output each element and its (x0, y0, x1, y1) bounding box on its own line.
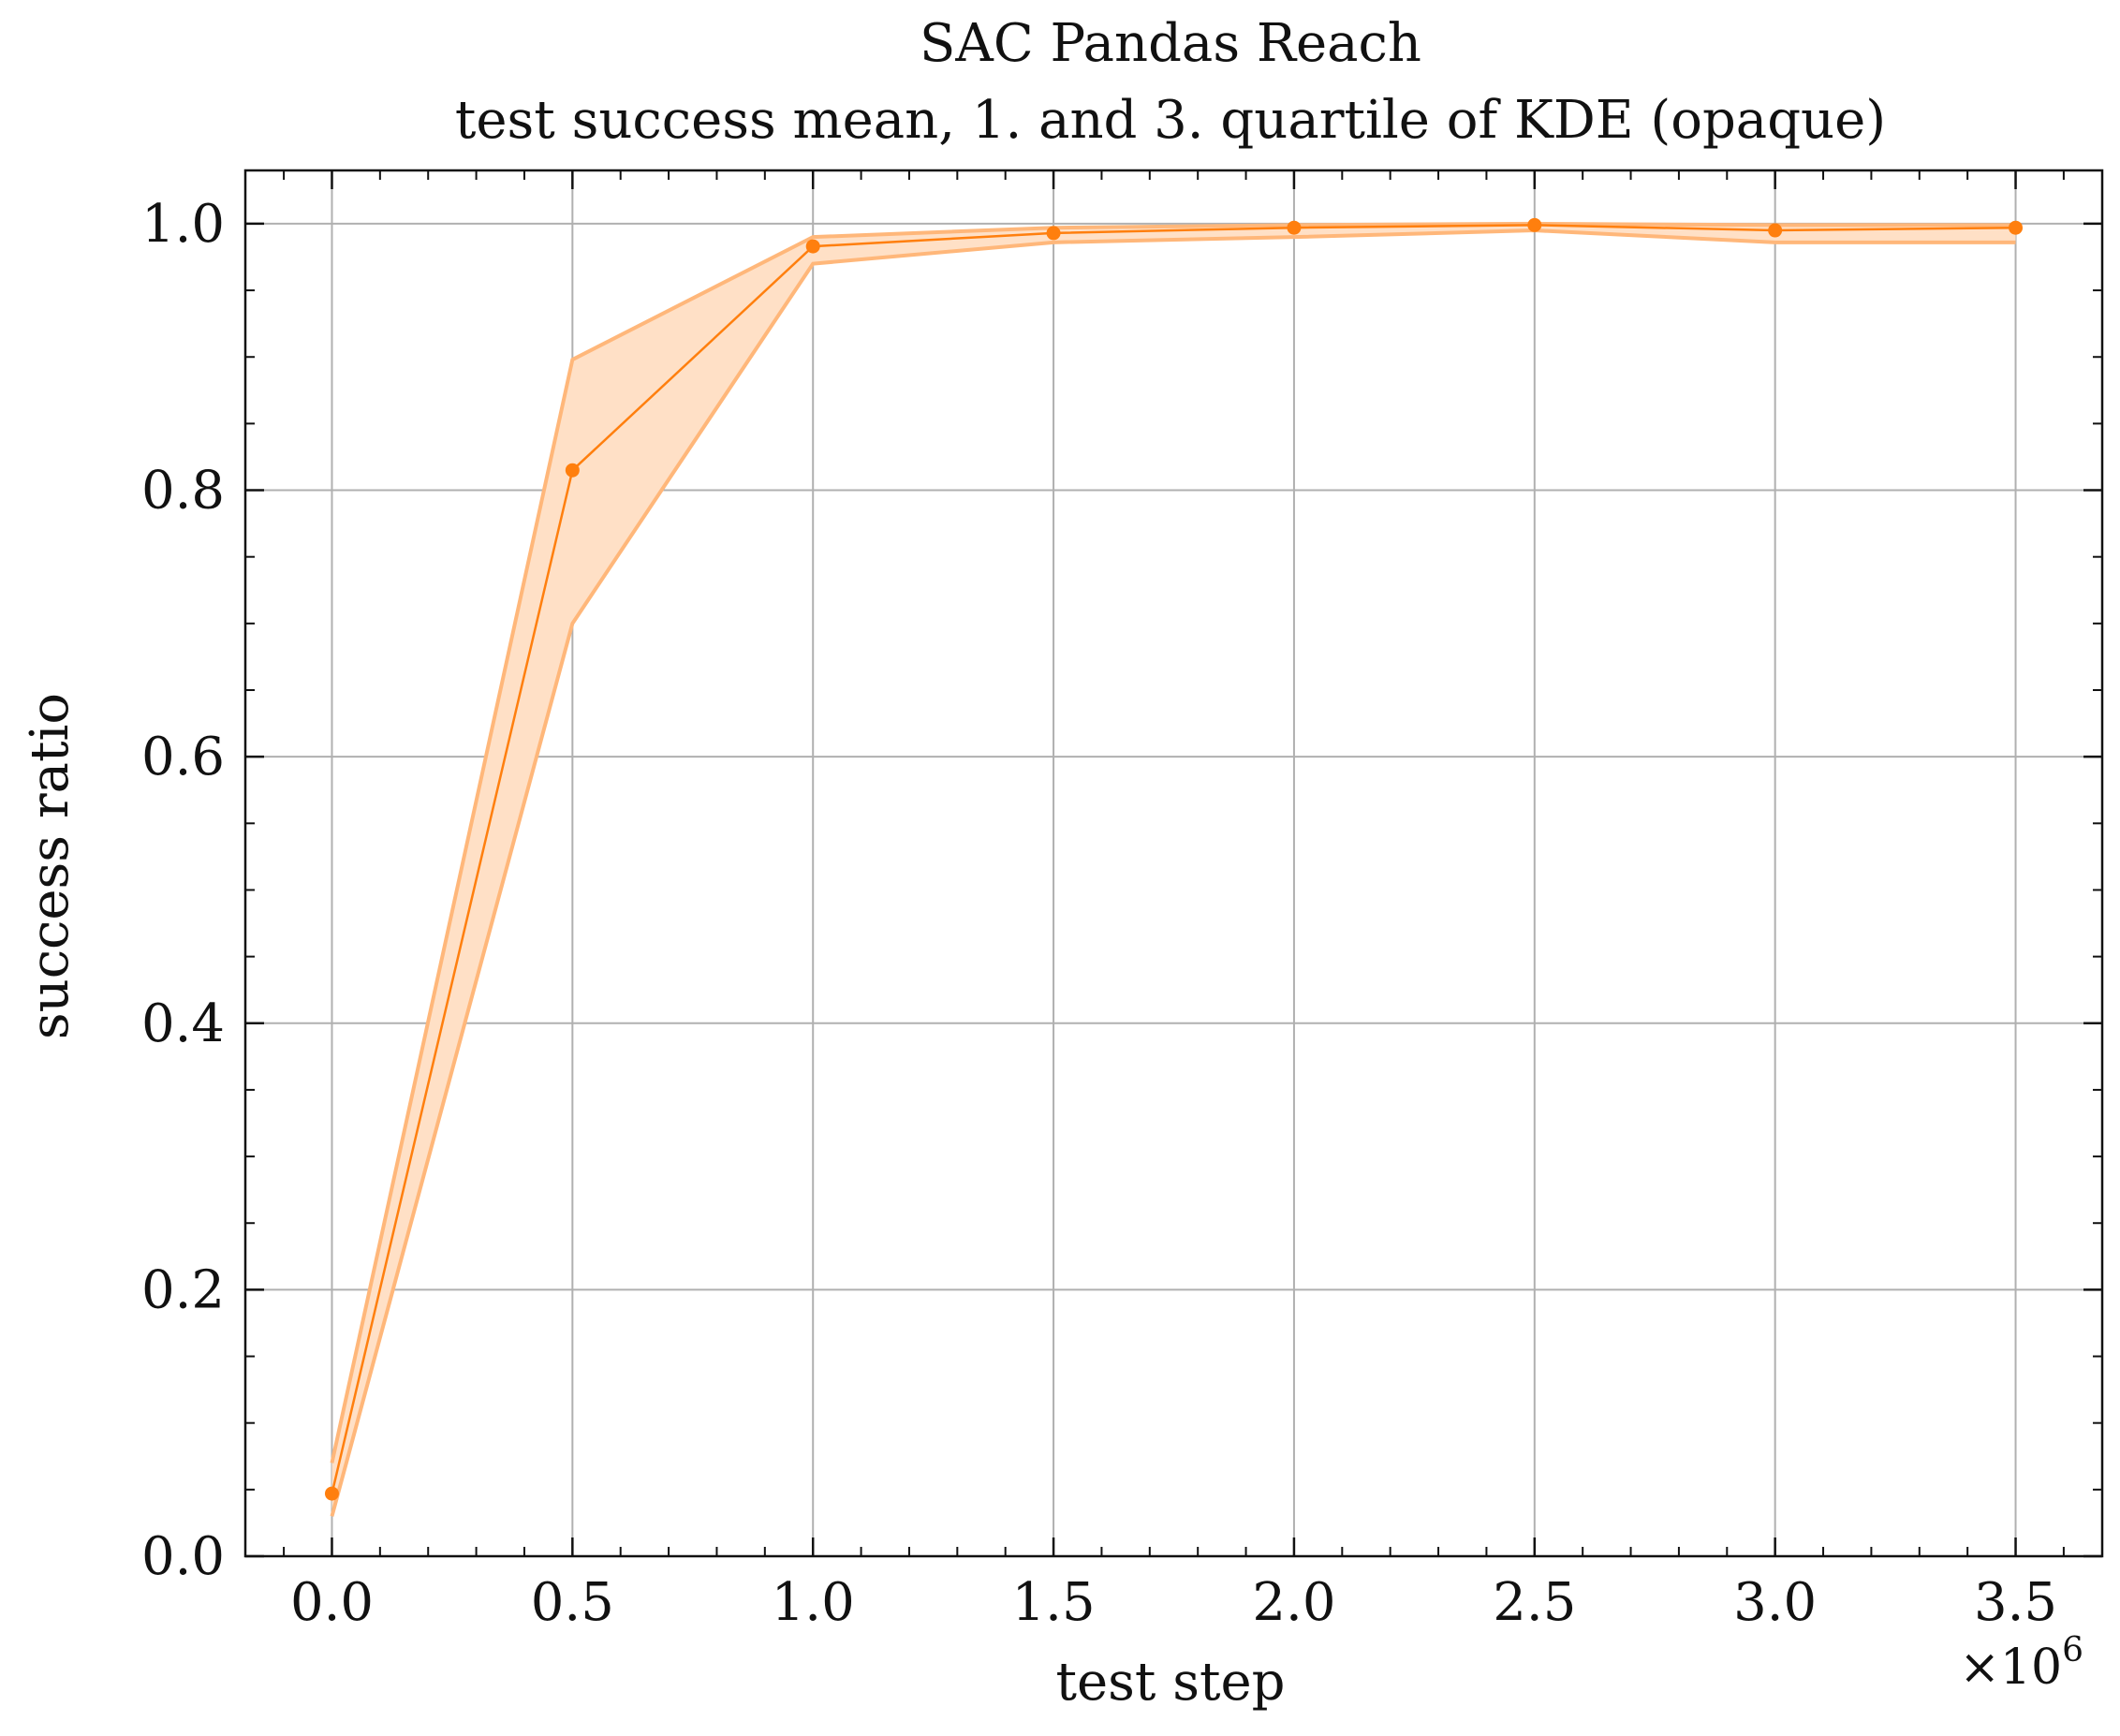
chart-title: SAC Pandas Reach (920, 13, 1421, 74)
mean-point-4 (1287, 220, 1302, 235)
mean-point-3 (1046, 226, 1061, 241)
y-tick-label-0: 0.0 (141, 1526, 225, 1587)
y-tick-label-3: 0.6 (141, 727, 225, 787)
quartile-band-area-0 (331, 223, 2016, 1517)
mean-point-0 (324, 1486, 339, 1501)
q3-edge-line-0 (330, 221, 2016, 1464)
quartile-band (330, 221, 2016, 1517)
mean-series (324, 217, 2024, 1501)
mean-point-2 (805, 239, 820, 254)
mean-point-5 (1527, 217, 1542, 232)
mean-point-1 (565, 463, 580, 478)
x-tick-label-3: 1.5 (1012, 1572, 1096, 1633)
y-axis-label: success ratio (20, 693, 81, 1039)
x-tick-label-1: 0.5 (531, 1572, 614, 1633)
x-tick-label-5: 2.5 (1493, 1572, 1576, 1633)
mean-line-0 (331, 224, 2016, 1494)
chart-subtitle: test success mean, 1. and 3. quartile of… (455, 90, 1886, 151)
x-axis-offset-label: ×106 (1959, 1631, 2083, 1696)
y-tick-label-4: 0.8 (141, 461, 225, 522)
x-axis-label: test step (1056, 1652, 1286, 1713)
grid-lines (245, 170, 2102, 1557)
axes-frame (243, 169, 2104, 1558)
x-tick-label-6: 3.0 (1733, 1572, 1817, 1633)
x-tick-label-0: 0.0 (290, 1572, 374, 1633)
plot-frame (243, 169, 2104, 1558)
ticks (245, 170, 2102, 1558)
mean-point-7 (2009, 220, 2024, 235)
tick-labels: 0.0 0.5 1.0 1.5 2.0 2.5 3.0 3.5 0.0 0.2 0.4 0.6 0.8 1… (141, 194, 2057, 1633)
y-tick-label-2: 0.4 (141, 993, 225, 1054)
x-tick-label-2: 1.0 (772, 1572, 855, 1633)
x-tick-label-7: 3.5 (1974, 1572, 2057, 1633)
y-tick-label-1: 0.2 (141, 1259, 225, 1320)
y-tick-label-5: 1.0 (141, 194, 225, 255)
q1-edge-line-0 (330, 228, 2016, 1517)
mean-point-6 (1768, 223, 1783, 238)
x-tick-label-4: 2.0 (1252, 1572, 1335, 1633)
